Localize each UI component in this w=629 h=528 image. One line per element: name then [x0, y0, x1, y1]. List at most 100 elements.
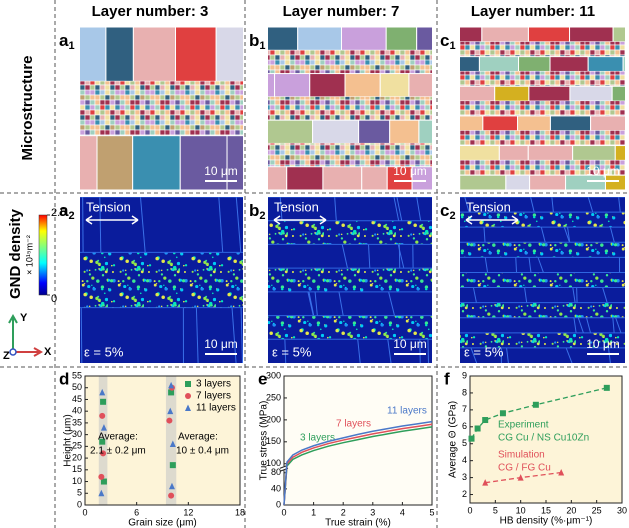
panel-subscript: 2 — [68, 210, 74, 222]
x-tick-label: 25 — [592, 505, 602, 515]
grain-boundary — [563, 227, 570, 243]
panel-letter: a — [59, 31, 69, 50]
coarse-grain — [569, 27, 614, 43]
grain-boundary — [530, 197, 535, 213]
x-tick-label: 0 — [467, 505, 472, 515]
grain-boundary — [615, 317, 622, 333]
grain-boundary — [565, 347, 573, 363]
grain-boundary — [472, 287, 477, 303]
y-tick-label: 25 — [72, 441, 82, 451]
coarse-grain — [549, 56, 589, 72]
plot-background — [85, 376, 240, 505]
grain-boundary — [218, 197, 224, 253]
y-tick-label: 30 — [72, 429, 82, 439]
coarse-grain — [286, 166, 324, 190]
column-title: Layer number: 3 — [92, 3, 209, 20]
coarse-grain — [481, 27, 529, 43]
grain-boundary — [586, 317, 592, 333]
marker — [482, 479, 489, 486]
panel-subscript: 1 — [68, 40, 74, 52]
marker — [100, 478, 107, 485]
x-tick-label: 5 — [429, 507, 434, 517]
grain-boundary — [483, 227, 486, 243]
y-tick-label: 15 — [72, 464, 82, 474]
grain-boundary — [524, 287, 528, 303]
coarse-grain — [460, 115, 484, 132]
x-tick-label: 5 — [493, 505, 498, 515]
marker — [167, 407, 174, 415]
marker — [100, 424, 107, 431]
scale-bar-label: 10 μm — [204, 164, 238, 178]
tension-label: Tension — [274, 199, 319, 214]
panel-content — [460, 197, 625, 363]
fine-grain-layer — [268, 50, 432, 74]
panel-label: b2 — [249, 201, 266, 221]
axis-break-gap — [281, 466, 287, 471]
coarse-grain — [379, 73, 410, 98]
average-band — [165, 376, 177, 505]
column-title: Layer number: 7 — [283, 3, 400, 20]
coarse-grain — [312, 119, 360, 144]
legend-marker — [185, 381, 191, 387]
marker — [100, 450, 107, 457]
panel-label: a1 — [59, 31, 75, 51]
gnd-band — [268, 315, 432, 340]
grain-boundary — [357, 339, 361, 363]
grain-boundary — [314, 291, 318, 316]
gnd-band — [460, 332, 625, 348]
y-tick-label: 2 — [462, 489, 467, 499]
gnd-map: 10 μm Tension ε = 5% — [460, 197, 625, 363]
marker — [482, 417, 489, 424]
marker — [98, 489, 105, 497]
coarse-grain — [411, 166, 432, 190]
coarse-grain — [622, 56, 625, 72]
x-tick-label: 20 — [566, 505, 576, 515]
grain-boundary — [573, 317, 577, 333]
microstructure: 10 μm — [460, 27, 625, 190]
grain-boundary — [464, 197, 470, 213]
grain-boundary — [387, 339, 392, 363]
gnd-band — [460, 302, 625, 318]
marker — [99, 388, 106, 396]
fine-grain-layer — [80, 81, 243, 136]
grain-boundary — [388, 291, 395, 316]
grain-boundary — [338, 291, 344, 316]
coarse-grain — [460, 174, 507, 190]
gnd-band — [80, 252, 243, 308]
triad-y — [8, 313, 18, 352]
panel-content — [80, 197, 243, 363]
y-tick-label: 20 — [72, 452, 82, 462]
gnd-band — [460, 242, 625, 258]
coarse-grain — [505, 174, 531, 190]
colorbar — [38, 214, 48, 296]
triad-label: X — [44, 346, 52, 358]
y-tick-label: 150 — [266, 436, 281, 446]
gnd-band — [460, 212, 625, 228]
fine-grain-layer — [268, 96, 432, 121]
coarse-grain — [494, 85, 530, 102]
grain-boundary — [506, 347, 509, 363]
grain-boundary — [618, 197, 621, 213]
panel-letter: c — [440, 31, 449, 50]
coarse-grain — [297, 27, 342, 51]
coarse-grain — [96, 135, 134, 190]
coarse-grain — [611, 85, 625, 102]
colorbar-unit: × 10¹⁵m⁻² — [24, 235, 34, 275]
y-tick-label: 9 — [462, 370, 467, 380]
coarse-grain — [460, 56, 480, 72]
grain-boundary — [307, 291, 314, 316]
x-tick-label: 15 — [541, 505, 551, 515]
grain-boundary — [368, 244, 371, 269]
curve-label: 11 layers — [387, 406, 427, 417]
coarse-grain — [358, 119, 391, 144]
marker — [474, 425, 481, 432]
y-tick-label: 55 — [72, 370, 82, 380]
legend-label: 3 layers — [196, 379, 231, 390]
y-tick-label: 100 — [266, 458, 281, 468]
grain-boundary — [587, 197, 594, 213]
marker — [532, 401, 539, 408]
marker — [168, 482, 175, 490]
stress-strain-curve — [283, 420, 433, 506]
grain-boundary — [551, 197, 554, 213]
